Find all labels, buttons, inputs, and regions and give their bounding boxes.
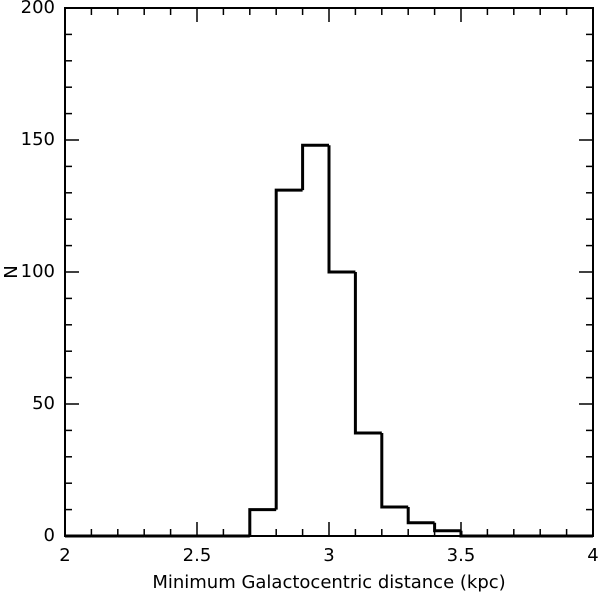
x-tick-label: 2	[59, 545, 70, 566]
y-tick-label: 200	[21, 0, 55, 18]
x-tick-label: 3	[323, 545, 334, 566]
histogram-bin	[459, 530, 488, 538]
histogram-bin	[248, 508, 277, 536]
y-tick-label: 100	[21, 261, 55, 282]
histogram-bin	[353, 272, 382, 435]
histogram-bin	[274, 188, 303, 510]
y-tick-label: 50	[32, 393, 55, 414]
y-tick-label: 0	[44, 525, 55, 546]
x-tick-label: 2.5	[183, 545, 212, 566]
x-tick-label: 4	[587, 545, 598, 566]
histogram-bin	[406, 506, 435, 525]
histogram-bin	[380, 433, 409, 509]
x-tick-label: 3.5	[447, 545, 476, 566]
histogram-bin	[327, 145, 356, 274]
histogram-bin	[301, 143, 329, 191]
y-tick-label: 150	[21, 129, 55, 150]
histogram-bin	[433, 522, 461, 533]
y-axis-label: N	[1, 265, 22, 278]
x-axis-label: Minimum Galactocentric distance (kpc)	[152, 572, 505, 593]
